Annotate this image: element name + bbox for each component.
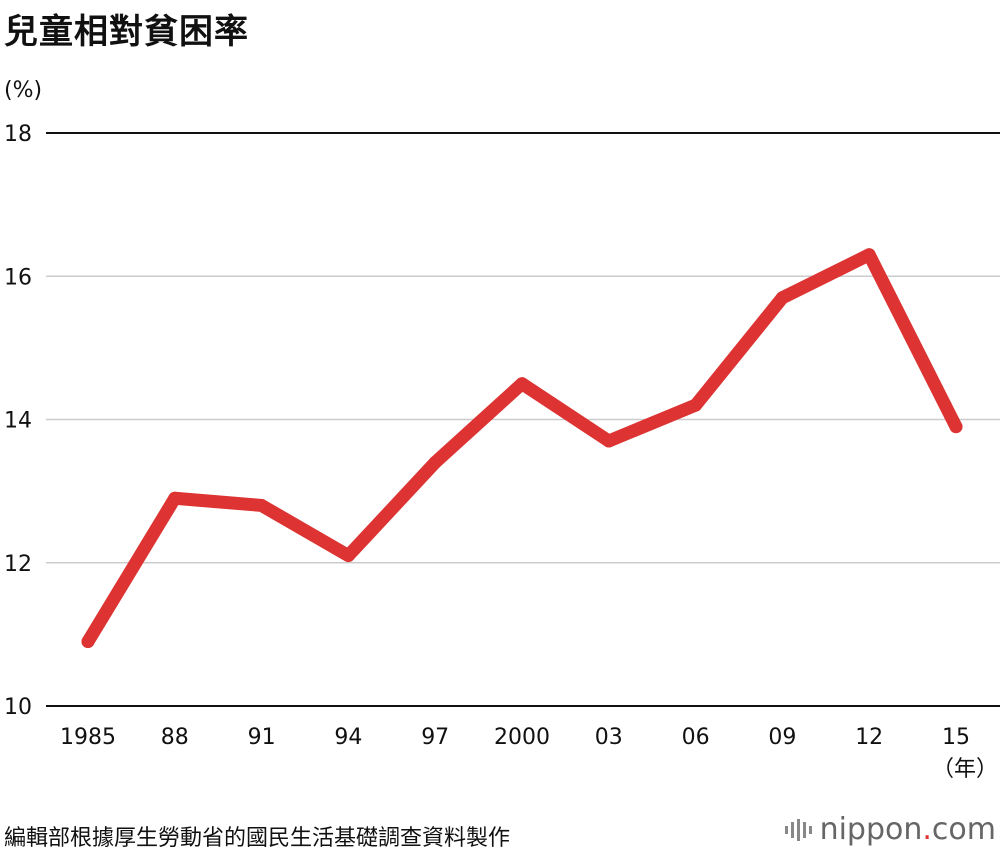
data-point bbox=[428, 455, 442, 469]
x-tick-label: 15 bbox=[942, 725, 970, 750]
y-tick-label: 10 bbox=[4, 695, 32, 720]
brand-tld: com bbox=[931, 812, 996, 847]
x-tick-label: 06 bbox=[682, 725, 710, 750]
x-axis-unit-label: （年） bbox=[932, 757, 998, 782]
data-point bbox=[255, 498, 269, 512]
x-tick-label: 12 bbox=[855, 725, 883, 750]
series-line bbox=[81, 248, 963, 649]
gridlines bbox=[46, 132, 1000, 707]
data-point bbox=[81, 635, 95, 649]
data-point bbox=[168, 491, 182, 505]
y-tick-label: 16 bbox=[4, 265, 32, 290]
x-tick-label: 2000 bbox=[494, 725, 550, 750]
x-tick-label: 09 bbox=[768, 725, 796, 750]
data-point bbox=[689, 398, 703, 412]
y-tick-label: 14 bbox=[4, 409, 32, 434]
y-tick-label: 12 bbox=[4, 552, 32, 577]
data-point bbox=[775, 291, 789, 305]
data-point bbox=[602, 434, 616, 448]
x-tick-label: 1985 bbox=[60, 725, 116, 750]
data-point bbox=[341, 549, 355, 563]
x-tick-label: 97 bbox=[421, 725, 449, 750]
x-tick-label: 88 bbox=[161, 725, 189, 750]
x-tick-label: 03 bbox=[595, 725, 623, 750]
data-point bbox=[515, 377, 529, 391]
x-tick-labels: 1985 88 91 94 97 2000 03 06 09 12 15 bbox=[60, 725, 970, 750]
data-point bbox=[862, 248, 876, 262]
y-axis-unit-label: (%) bbox=[4, 78, 43, 103]
source-note: 編輯部根據厚生勞動省的國民生活基礎調查資料製作 bbox=[4, 826, 511, 851]
brand-dot: . bbox=[922, 812, 932, 847]
y-tick-label: 18 bbox=[4, 122, 32, 147]
series-line-layer bbox=[81, 248, 963, 649]
x-tick-label: 91 bbox=[248, 725, 276, 750]
brand-logo: nippon.com bbox=[784, 812, 996, 847]
chart-title: 兒童相對貧困率 bbox=[4, 12, 249, 52]
y-tick-labels: 10 12 14 16 18 bbox=[4, 122, 32, 720]
sound-bars-icon bbox=[784, 818, 812, 841]
data-point bbox=[949, 420, 963, 434]
brand-name: nippon bbox=[819, 812, 923, 847]
x-tick-label: 94 bbox=[334, 725, 362, 750]
